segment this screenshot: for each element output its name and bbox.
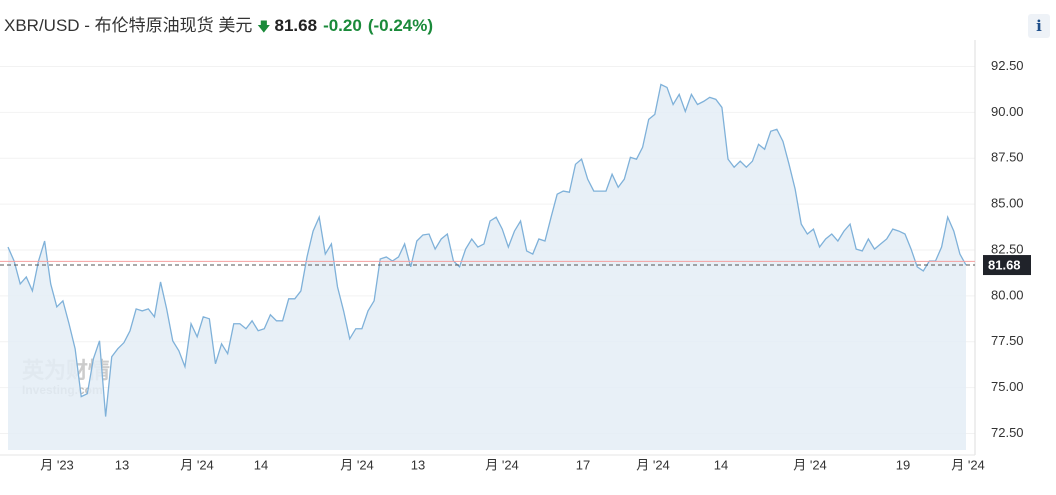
x-tick-label: 14 (714, 457, 728, 472)
title: XBR/USD - 布伦特原油现货 美元 (4, 16, 253, 35)
x-tick-label: 月 '24 (340, 457, 374, 472)
x-tick-label: 月 '24 (180, 457, 214, 472)
y-tick-label: 72.50 (991, 425, 1024, 440)
x-tick-label: 月 '24 (793, 457, 827, 472)
x-tick-label: 14 (254, 457, 268, 472)
last-price-label: 81.68 (988, 257, 1021, 272)
area (8, 84, 966, 450)
y-tick-label: 85.00 (991, 196, 1024, 211)
x-tick-label: 月 '24 (636, 457, 670, 472)
header: XBR/USD - 布伦特原油现货 美元 🡇 81.68 -0.20 (-0.24%) (4, 11, 433, 40)
down-arrow: 🡇 (257, 19, 271, 34)
x-tick-label: 19 (896, 457, 910, 472)
price-line (7, 83, 967, 417)
y-tick-label: 80.00 (991, 287, 1024, 302)
y-tick-label: 77.50 (991, 333, 1024, 348)
x-tick-label: 月 '24 (951, 457, 985, 472)
last-price: 81.68 (274, 16, 318, 35)
x-tick-label: 月 '23 (40, 457, 74, 472)
y-tick-label: 75.00 (991, 379, 1024, 394)
x-tick-label: 月 '24 (485, 457, 519, 472)
info-button[interactable]: i (1028, 14, 1050, 38)
x-tick-label: 13 (411, 457, 425, 472)
x-tick-label: 13 (115, 457, 129, 472)
x-tick-label: 17 (576, 457, 590, 472)
y-tick-label: 92.50 (991, 58, 1024, 73)
change-pct: (-0.24%) (367, 16, 433, 35)
y-tick-label: 82.50 (991, 241, 1024, 256)
y-tick-label: 87.50 (991, 150, 1024, 165)
change: -0.20 (323, 16, 362, 35)
y-tick-label: 90.00 (991, 104, 1024, 119)
last-price-box (983, 255, 1031, 276)
